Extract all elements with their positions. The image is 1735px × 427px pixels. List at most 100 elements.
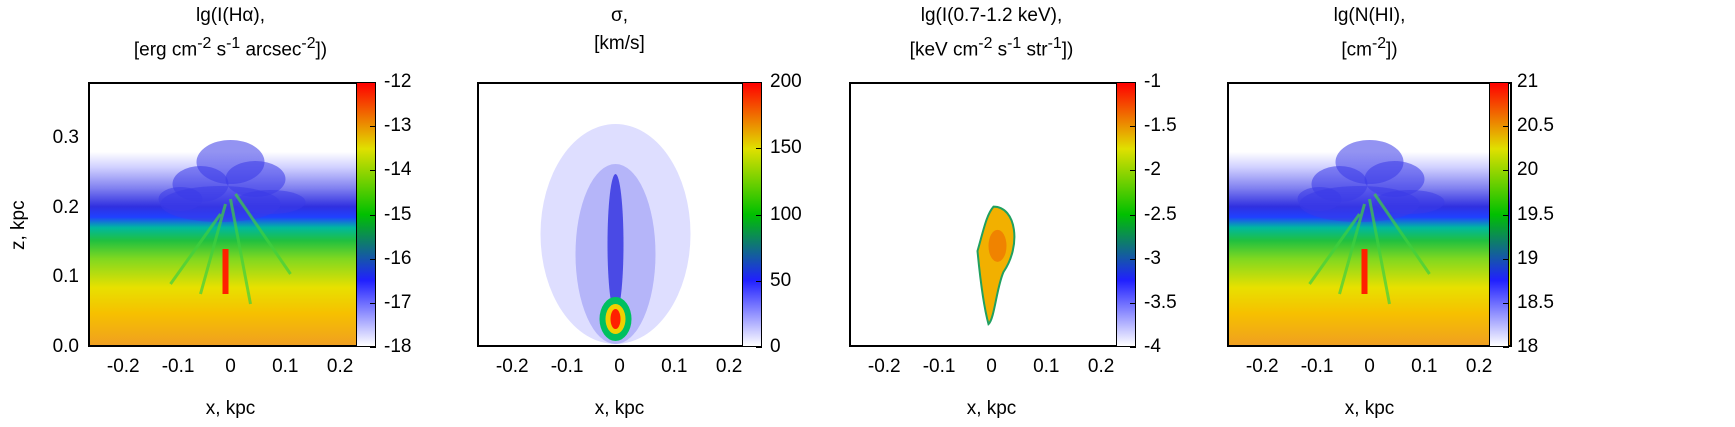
colorbar-tick-mark <box>1503 214 1509 216</box>
colorbar-tick-label: -3.5 <box>1144 291 1177 313</box>
gas-cloud <box>1374 190 1445 214</box>
colorbar-tick-label: -14 <box>384 159 412 181</box>
heatmap-svg <box>1229 84 1510 345</box>
colorbar-tick-mark <box>370 258 376 260</box>
x-tick-label: -0.2 <box>867 356 901 377</box>
x-tick-label: -0.1 <box>1300 356 1334 377</box>
colorbar-tick-label: 100 <box>770 203 802 225</box>
filament <box>169 213 222 285</box>
colorbar-tick-label: 0 <box>770 336 781 357</box>
colorbar-tick-mark <box>1130 347 1136 348</box>
colorbar-tick-mark <box>370 347 376 348</box>
colorbar-tick-mark <box>1503 302 1509 304</box>
colorbar-tick-label: -16 <box>384 247 412 269</box>
colorbar-tick-label: -18 <box>384 336 412 357</box>
x-tick-label: 0 <box>225 356 236 377</box>
colorbar-tick-label: -13 <box>384 115 412 137</box>
chart-title: lg(I(0.7-1.2 keV), [keV cm-2 s-1 str-1]) <box>819 2 1164 64</box>
colorbar-tick-mark <box>1503 82 1509 83</box>
filament <box>1308 213 1361 285</box>
colorbar-tick-label: -17 <box>384 291 412 313</box>
x-tick-label: -0.1 <box>161 356 195 377</box>
colorbar-tick-label: -4 <box>1144 336 1161 357</box>
chart-title: lg(N(HI), [cm-2]) <box>1197 2 1542 64</box>
x-tick-label: 0.2 <box>715 356 743 377</box>
colorbar-tick-mark <box>1503 258 1509 260</box>
title-line: [km/s] <box>594 33 645 54</box>
x-tick-label: 0 <box>614 356 625 377</box>
colorbar-tick-label: 50 <box>770 269 792 291</box>
title-line: lg(N(HI), <box>1333 5 1406 26</box>
colorbar-tick-label: -1 <box>1144 71 1161 92</box>
x-tick-label: 0.2 <box>1465 356 1493 377</box>
colorbar-tick-mark <box>370 302 376 304</box>
xray-emission-region <box>976 205 1016 326</box>
colorbar-tick-mark <box>1130 170 1136 172</box>
filament <box>234 193 292 275</box>
colorbar-tick-mark <box>370 82 376 83</box>
colorbar-tick-mark <box>370 170 376 172</box>
colorbar-tick-label: 18.5 <box>1517 291 1554 313</box>
title-line: [keV cm-2 s-1 str-1]) <box>909 35 1074 61</box>
heatmap-area <box>88 82 373 347</box>
heatmap-area <box>849 82 1134 347</box>
colorbar-tick-label: 21 <box>1517 71 1539 92</box>
colorbar-tick-label: 19.5 <box>1517 203 1554 225</box>
gas-cloud <box>235 190 306 214</box>
colorbar-tick-mark <box>1503 347 1509 348</box>
x-axis-label: x, kpc <box>205 398 256 419</box>
filament <box>1373 193 1431 275</box>
filament <box>199 203 227 295</box>
title-line: lg(I(0.7-1.2 keV), <box>920 5 1063 26</box>
colorbar-tick-mark <box>756 347 762 348</box>
x-tick-label: 0.1 <box>661 356 688 377</box>
colorbar-tick-mark <box>1130 126 1136 128</box>
heatmap-area <box>1227 82 1512 347</box>
gas-cloud <box>1297 187 1342 211</box>
x-tick-label: 0.1 <box>1033 356 1060 377</box>
heatmap-svg <box>851 84 1132 345</box>
title-line: [cm-2]) <box>1341 35 1398 61</box>
x-tick-label: -0.2 <box>106 356 140 377</box>
velocity-core <box>610 309 621 329</box>
filament <box>1338 203 1366 295</box>
x-tick-label: 0 <box>986 356 997 377</box>
central-jet <box>1361 249 1368 294</box>
y-tick-label: 0.3 <box>52 126 79 148</box>
title-line: lg(I(Hα), <box>195 5 266 26</box>
colorbar-tick-mark <box>1130 214 1136 216</box>
y-tick-label: 0.1 <box>52 266 79 288</box>
x-axis-label: x, kpc <box>594 398 645 419</box>
colorbar-tick-mark <box>1130 82 1136 83</box>
chart-title: lg(I(Hα), [erg cm-2 s-1 arcsec-2]) <box>58 2 403 64</box>
velocity-column <box>607 174 624 314</box>
colorbar-tick-mark <box>1503 170 1509 172</box>
x-tick-label: -0.1 <box>922 356 956 377</box>
colorbar-tick-mark <box>370 214 376 216</box>
x-axis-label: x, kpc <box>1344 398 1395 419</box>
x-axis-label: x, kpc <box>966 398 1017 419</box>
colorbar-tick-label: 20 <box>1517 159 1539 181</box>
x-tick-label: 0.1 <box>1411 356 1438 377</box>
colorbar-tick-label: -12 <box>384 71 412 92</box>
x-tick-label: 0.2 <box>326 356 354 377</box>
colorbar-tick-mark <box>1130 302 1136 304</box>
colorbar-tick-label: -2.5 <box>1144 203 1177 225</box>
x-tick-label: -0.1 <box>550 356 584 377</box>
x-tick-label: 0 <box>1364 356 1375 377</box>
colorbar-tick-mark <box>756 82 762 83</box>
colorbar-tick-mark <box>756 148 762 150</box>
title-line: σ, <box>610 5 628 26</box>
xray-hotspot <box>988 229 1007 262</box>
gas-cloud <box>158 187 203 211</box>
filament <box>229 198 252 305</box>
colorbar-tick-label: -2 <box>1144 159 1161 181</box>
colorbar-tick-label: 150 <box>770 137 802 159</box>
colorbar-tick-label: -3 <box>1144 247 1161 269</box>
y-axis-label: z, kpc <box>8 200 29 250</box>
colorbar-tick-label: -1.5 <box>1144 115 1177 137</box>
colorbar-tick-label: -15 <box>384 203 412 225</box>
x-tick-label: 0.1 <box>272 356 299 377</box>
colorbar-tick-label: 20.5 <box>1517 115 1554 137</box>
y-tick-label: 0.2 <box>52 196 79 218</box>
